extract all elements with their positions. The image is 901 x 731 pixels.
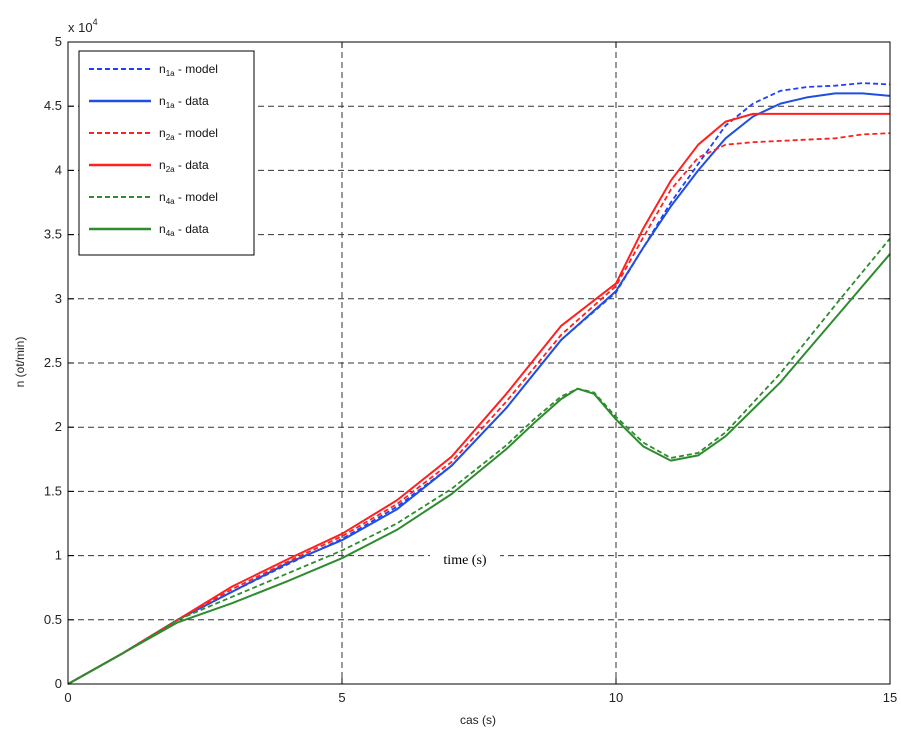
y-tick-label: 2 — [55, 419, 62, 434]
legend-label: n1a - model — [159, 62, 218, 78]
annotation-background — [430, 546, 500, 570]
y-tick-label: 0.5 — [44, 612, 62, 627]
legend: n1a - model n1a - data n2a - model n2a - da… — [78, 50, 255, 256]
y-tick-label: 3.5 — [44, 227, 62, 242]
legend-label: n2a - data — [159, 158, 209, 174]
y-axis-label: n (ot/min) — [13, 337, 27, 388]
legend-label: n4a - data — [159, 222, 209, 238]
series-line-2a-data — [67, 112, 890, 685]
legend-label: n4a - model — [159, 190, 218, 206]
x-tick-label: 0 — [64, 690, 71, 705]
series-line-2a-model — [67, 132, 891, 685]
legend-box — [78, 50, 255, 256]
y-tick-label: 1 — [55, 548, 62, 563]
x-tick-label: 5 — [338, 690, 345, 705]
series-line-1a-data — [67, 92, 891, 685]
y-tick-label: 3 — [55, 291, 62, 306]
y-tick-label: 1.5 — [44, 483, 62, 498]
y-multiplier-base: x 10 — [68, 20, 93, 35]
series-line-4a-model — [67, 237, 891, 685]
y-multiplier-exponent: 4 — [93, 17, 98, 27]
x-axis-label: cas (s) — [460, 713, 496, 727]
y-tick-label: 4.5 — [44, 98, 62, 113]
x-tick-label: 10 — [609, 690, 623, 705]
y-tick-label: 0 — [55, 676, 62, 691]
series-line-4a-data — [67, 253, 891, 685]
legend-label: n1a - data — [159, 94, 209, 110]
axis-ticks: 0 5 10 15 0 0.5 1 1.5 2 2.5 3 3.5 4 4.5 5 — [44, 34, 897, 705]
series-layer — [67, 82, 891, 685]
y-tick-label: 2.5 — [44, 355, 62, 370]
x-tick-label: 15 — [883, 690, 897, 705]
legend-label: n2a - model — [159, 126, 218, 142]
y-tick-label: 4 — [55, 162, 62, 177]
y-tick-label: 5 — [55, 34, 62, 49]
annotation-text: time (s) — [443, 553, 486, 568]
y-multiplier: x 104 — [68, 17, 98, 35]
